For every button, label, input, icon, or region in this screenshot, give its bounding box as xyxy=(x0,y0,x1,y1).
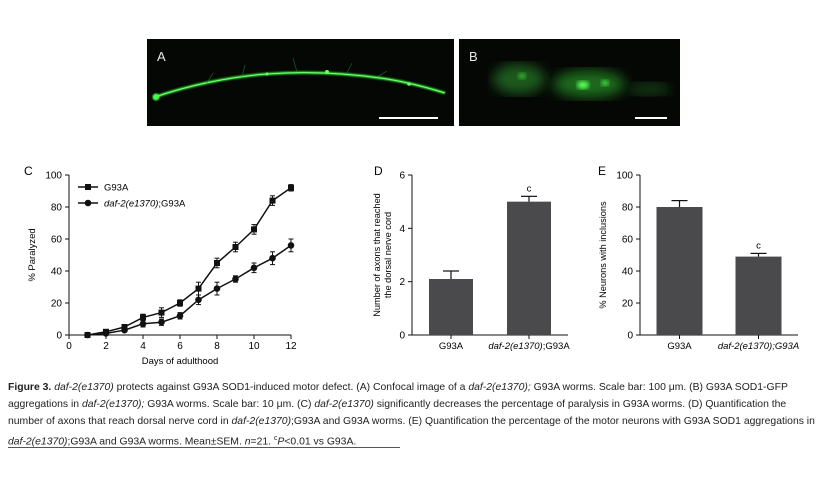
caption-superscript: c xyxy=(273,435,278,442)
caption-italic: n xyxy=(244,436,251,448)
y-tick-label: 2 xyxy=(399,277,405,288)
significance-label: c xyxy=(527,183,532,194)
category-label: daf-2(e1370);G93A xyxy=(718,341,799,352)
y-tick-label: 80 xyxy=(51,203,63,214)
y-tick-label: 0 xyxy=(399,331,405,342)
chart-c-paralysis: C 0 20 40 60 80 100 0 2 4 6 8 10 12 Days of adulthood%… xyxy=(24,164,297,367)
significance-label: c xyxy=(756,240,761,251)
data-point xyxy=(176,312,184,320)
y-tick-label: 60 xyxy=(622,235,634,246)
x-tick-label: 2 xyxy=(103,341,109,352)
caption-text: significantly decreases the percentage o… xyxy=(8,399,787,427)
data-point xyxy=(232,244,239,250)
caption-text: ;G93A and G93A worms. (E) Quantification… xyxy=(291,416,815,427)
y-axis-label: % Neurons with inclusions xyxy=(598,201,608,309)
footer-divider xyxy=(8,447,400,448)
y-tick-label: 0 xyxy=(627,331,633,342)
caption-italic: daf-2(e1370) xyxy=(54,382,114,393)
chart-d-axons: D 0 2 4 6 G93A c daf-2(e1370);G93A Number of axo… xyxy=(372,164,570,352)
bar-0 xyxy=(429,279,473,335)
panel-letter-d: D xyxy=(374,164,383,178)
bar-1 xyxy=(735,256,782,335)
panel-label-b: B xyxy=(469,49,478,64)
data-point xyxy=(287,242,295,249)
y-tick-label: 40 xyxy=(622,267,634,278)
y-tick-label: 20 xyxy=(622,299,634,310)
legend-marker xyxy=(85,184,91,190)
data-point xyxy=(102,330,110,337)
neuron-gfp-image xyxy=(152,57,446,119)
bar-0 xyxy=(656,207,703,335)
series-line-1 xyxy=(87,244,292,336)
legend-label: daf-2(e1370);G93A xyxy=(104,199,186,210)
y-tick-label: 40 xyxy=(51,267,63,278)
caption-text: <0.01 vs G93A. xyxy=(284,436,357,448)
micrograph-a: A xyxy=(147,39,454,126)
data-point xyxy=(269,254,276,262)
data-point xyxy=(213,285,221,292)
caption-text: protects against G93A SOD1-induced motor… xyxy=(113,382,469,393)
y-tick-label: 100 xyxy=(616,171,633,182)
category-label: G93A xyxy=(439,341,464,352)
y-tick-label: 60 xyxy=(51,235,63,246)
data-point xyxy=(251,226,257,233)
caption-italic: daf-2(e1370) xyxy=(231,416,292,427)
panel-letter-c: C xyxy=(24,164,33,178)
data-point xyxy=(158,309,165,316)
chart-e-inclusions: E 0 20 40 60 80 100 G93A c daf-2(e1370);G93A % Neu… xyxy=(598,164,799,352)
category-label: daf-2(e1370);G93A xyxy=(488,341,570,352)
legend-label: G93A xyxy=(104,183,129,194)
caption-italic: daf-2(e1370) xyxy=(8,436,68,448)
caption-text: G93A worms. Scale bar: 10 μm. (C) xyxy=(144,399,315,410)
data-point xyxy=(250,264,258,272)
data-point xyxy=(195,285,202,292)
caption-text: ;G93A and G93A worms. Mean±SEM. xyxy=(67,436,245,448)
data-point xyxy=(140,314,146,321)
caption-text: G93A worms. Scale bar: 100 μm. (B) G93A … xyxy=(8,382,788,410)
x-tick-label: 10 xyxy=(248,341,260,352)
caption-italic: daf-2(e1370); xyxy=(468,382,531,393)
data-point xyxy=(288,184,294,191)
y-tick-label: 4 xyxy=(399,224,405,235)
panel-letter-e: E xyxy=(598,164,606,178)
series-line-0 xyxy=(87,187,292,336)
y-axis-label: Number of axons that reached xyxy=(372,193,382,317)
data-point xyxy=(158,318,165,326)
data-point xyxy=(195,296,202,304)
data-point xyxy=(214,260,220,266)
figure-label: Figure 3. xyxy=(8,382,52,393)
micrograph-b: B xyxy=(459,39,680,126)
panel-label-a: A xyxy=(157,49,166,64)
x-tick-label: 8 xyxy=(214,341,220,352)
y-tick-label: 6 xyxy=(399,171,405,182)
x-tick-label: 0 xyxy=(66,341,72,352)
caption-italic: P xyxy=(277,436,285,448)
aggregation-gfp-image xyxy=(493,64,671,119)
legend-marker xyxy=(84,199,92,207)
data-point xyxy=(269,197,276,204)
x-tick-label: 4 xyxy=(140,341,146,352)
bar-1 xyxy=(507,201,551,335)
x-tick-label: 12 xyxy=(285,341,297,352)
figure-caption: Figure 3. daf-2(e1370) protects against … xyxy=(8,379,820,450)
caption-italic: daf-2(e1370) xyxy=(314,399,374,410)
category-label: G93A xyxy=(667,341,692,352)
data-point xyxy=(177,300,183,306)
caption-text: =21. xyxy=(250,436,274,448)
y-tick-label: 80 xyxy=(622,203,634,214)
y-tick-label: 100 xyxy=(45,171,62,182)
y-axis-label: the dorsal nerve cord xyxy=(383,212,393,298)
caption-italic: daf-2(e1370); xyxy=(81,399,145,410)
y-axis-label: % Paralyzed xyxy=(27,228,38,281)
x-tick-label: 6 xyxy=(177,341,183,352)
y-tick-label: 0 xyxy=(56,331,62,342)
data-point xyxy=(84,331,91,339)
x-axis-label: Days of adulthood xyxy=(142,356,219,367)
data-point xyxy=(232,275,239,283)
data-point xyxy=(139,320,147,328)
data-point xyxy=(121,326,128,334)
y-tick-label: 20 xyxy=(51,299,63,310)
